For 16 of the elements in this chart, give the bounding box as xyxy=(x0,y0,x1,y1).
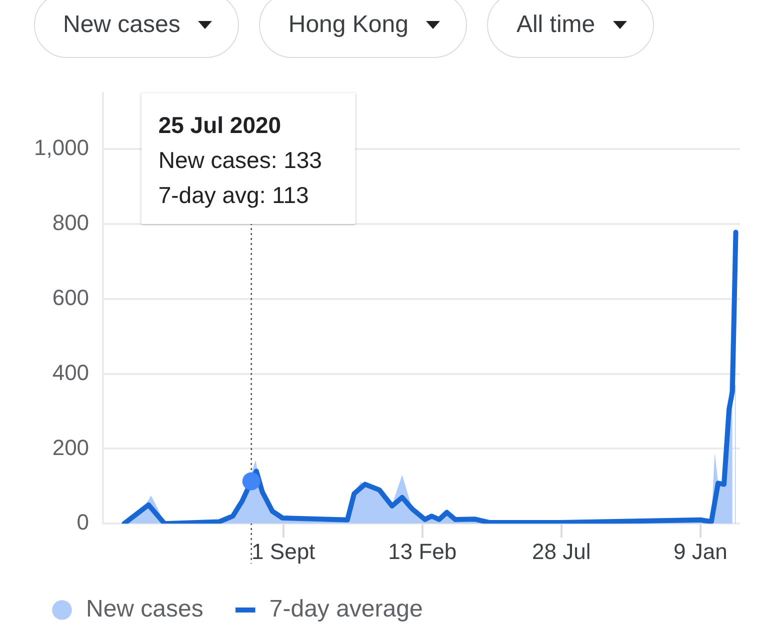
y-tick-label: 400 xyxy=(52,360,90,385)
annotation: 25 Jul 2020 New cases: 133 7-day avg: 113 xyxy=(158,112,322,208)
y-tick-label: 200 xyxy=(52,434,90,460)
y-tick-label: 1,000 xyxy=(34,135,90,160)
y-tick-label: 800 xyxy=(52,210,90,236)
text: New cases xyxy=(63,11,180,39)
x-tick-label: 1 Sept xyxy=(252,538,316,564)
text: Hong Kong xyxy=(288,11,408,39)
legend-label: 7-day average xyxy=(269,596,423,623)
y-tick-label: 0 xyxy=(76,510,90,535)
x-tick-label: 9 Jan xyxy=(673,538,728,564)
x-tick-label: 28 Jul xyxy=(532,538,591,564)
legend-label: New cases xyxy=(86,596,204,623)
y-tick-label: 600 xyxy=(52,285,90,310)
x-tick-label: 13 Feb xyxy=(388,538,457,564)
text: All time xyxy=(516,11,596,39)
